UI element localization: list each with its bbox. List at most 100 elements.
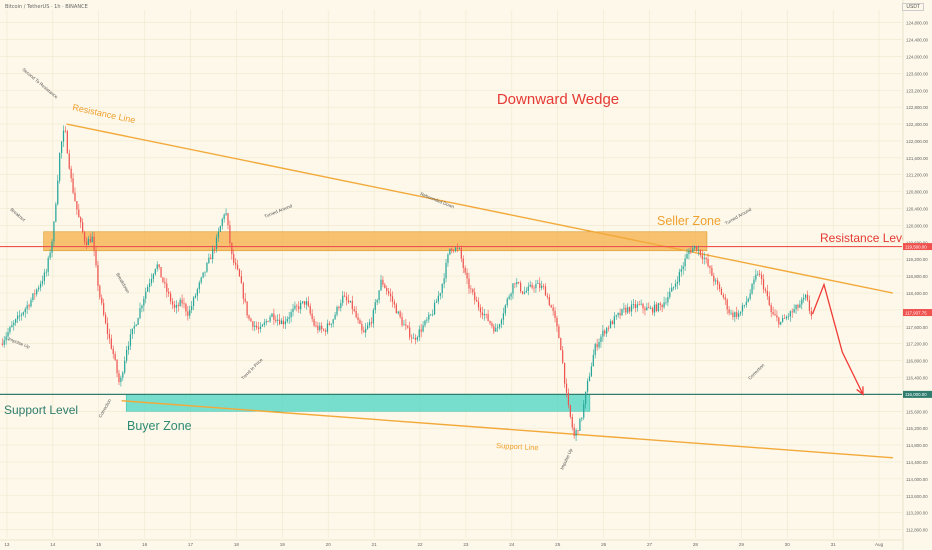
price-tag (903, 309, 932, 317)
candle-body (254, 325, 256, 327)
candle-body (705, 257, 707, 260)
candle-body (252, 321, 254, 327)
candle-body (378, 290, 380, 301)
candle-body (498, 324, 501, 328)
candle-body (263, 322, 265, 325)
x-tick-label: 27 (647, 542, 653, 547)
candle-body (328, 323, 330, 325)
candle-body (653, 304, 656, 313)
x-tick-label: 18 (234, 542, 240, 547)
candle-body (49, 252, 51, 258)
candle-body (715, 280, 717, 282)
candle-body (476, 300, 478, 302)
candle-body (9, 327, 11, 333)
candle-body (745, 301, 747, 305)
candle-body (590, 366, 593, 377)
candle-body (519, 282, 522, 292)
candle-body (552, 307, 554, 312)
candle-body (152, 274, 155, 279)
candle-body (280, 320, 283, 325)
candle-body (648, 307, 650, 309)
candle-body (248, 315, 250, 319)
y-axis: 112,800.00 113,200.00 113,600.00 114,000.00… (902, 0, 932, 550)
candle-body (150, 278, 153, 284)
candle-body (60, 141, 63, 154)
candle-body (701, 255, 703, 259)
candle-body (330, 323, 332, 325)
candle-body (301, 301, 304, 303)
candle-body (537, 283, 539, 284)
candle-body (604, 330, 606, 334)
candle-body (166, 283, 168, 292)
candle-body (277, 319, 279, 321)
candle-body (240, 276, 242, 284)
candle-body (307, 301, 309, 307)
annotation-label: Second To Resistance (21, 67, 59, 100)
x-tick-label: 29 (739, 542, 745, 547)
candle-body (179, 299, 181, 307)
candle-body (504, 305, 506, 314)
candle-body (481, 312, 483, 316)
y-tick-label: 124,800.00 (906, 21, 929, 26)
candle-body (315, 325, 317, 327)
candle-body (749, 293, 751, 299)
candle-body (736, 312, 738, 317)
candle-body (147, 286, 149, 292)
y-tick-label: 124,400.00 (906, 38, 929, 43)
candle-body (678, 271, 680, 282)
candle-body (317, 325, 319, 331)
candle-body (57, 180, 59, 205)
candle-body (676, 281, 679, 284)
candle-body (563, 362, 566, 384)
candle-body (18, 315, 21, 317)
candle-body (412, 337, 415, 339)
candle-body (810, 311, 812, 316)
candle-body (342, 295, 344, 304)
candle-body (728, 309, 730, 314)
candle-body (762, 279, 765, 290)
chart-grid (0, 10, 902, 538)
candle-body (256, 325, 258, 328)
candle-body (273, 313, 275, 320)
candle-body (368, 322, 371, 326)
candle-body (382, 279, 384, 285)
candle-body (397, 311, 399, 314)
candle-body (87, 238, 89, 246)
candle-body (703, 257, 705, 259)
candle-body (772, 312, 774, 315)
candle-body (594, 344, 596, 355)
resistance-level-label: Resistance Level (820, 231, 911, 245)
candle-body (265, 321, 267, 323)
candle-body (743, 304, 746, 306)
candle-body (204, 271, 206, 273)
candle-body (32, 293, 34, 300)
candle-body (62, 130, 65, 142)
candle-body (269, 316, 271, 322)
y-tick-label: 124,000.00 (906, 54, 929, 59)
y-tick-label: 114,400.00 (906, 460, 928, 465)
y-tick-label: 117,200.00 (906, 342, 928, 347)
candle-body (93, 236, 95, 251)
candle-body (458, 248, 461, 249)
candle-body (355, 310, 357, 318)
y-tick-label: 115,200.00 (906, 426, 928, 431)
candle-body (454, 247, 457, 252)
candle-body (673, 286, 675, 288)
y-axis-bg (903, 0, 932, 550)
y-tick-label: 121,600.00 (906, 156, 929, 161)
candle-body (596, 344, 598, 348)
candle-body (468, 278, 470, 289)
candle-body (68, 153, 70, 169)
candle-body (202, 272, 204, 278)
candle-body (391, 296, 394, 302)
x-tick-label: 25 (555, 542, 561, 547)
candle-body (347, 300, 350, 303)
candle-body (684, 258, 686, 267)
candle-body (602, 330, 604, 337)
candle-body (219, 226, 221, 232)
price-tag-label: 119,500.00 (905, 244, 927, 249)
currency-badge[interactable]: USDT (902, 3, 924, 11)
candle-body (598, 342, 600, 348)
candle-body (430, 314, 432, 316)
